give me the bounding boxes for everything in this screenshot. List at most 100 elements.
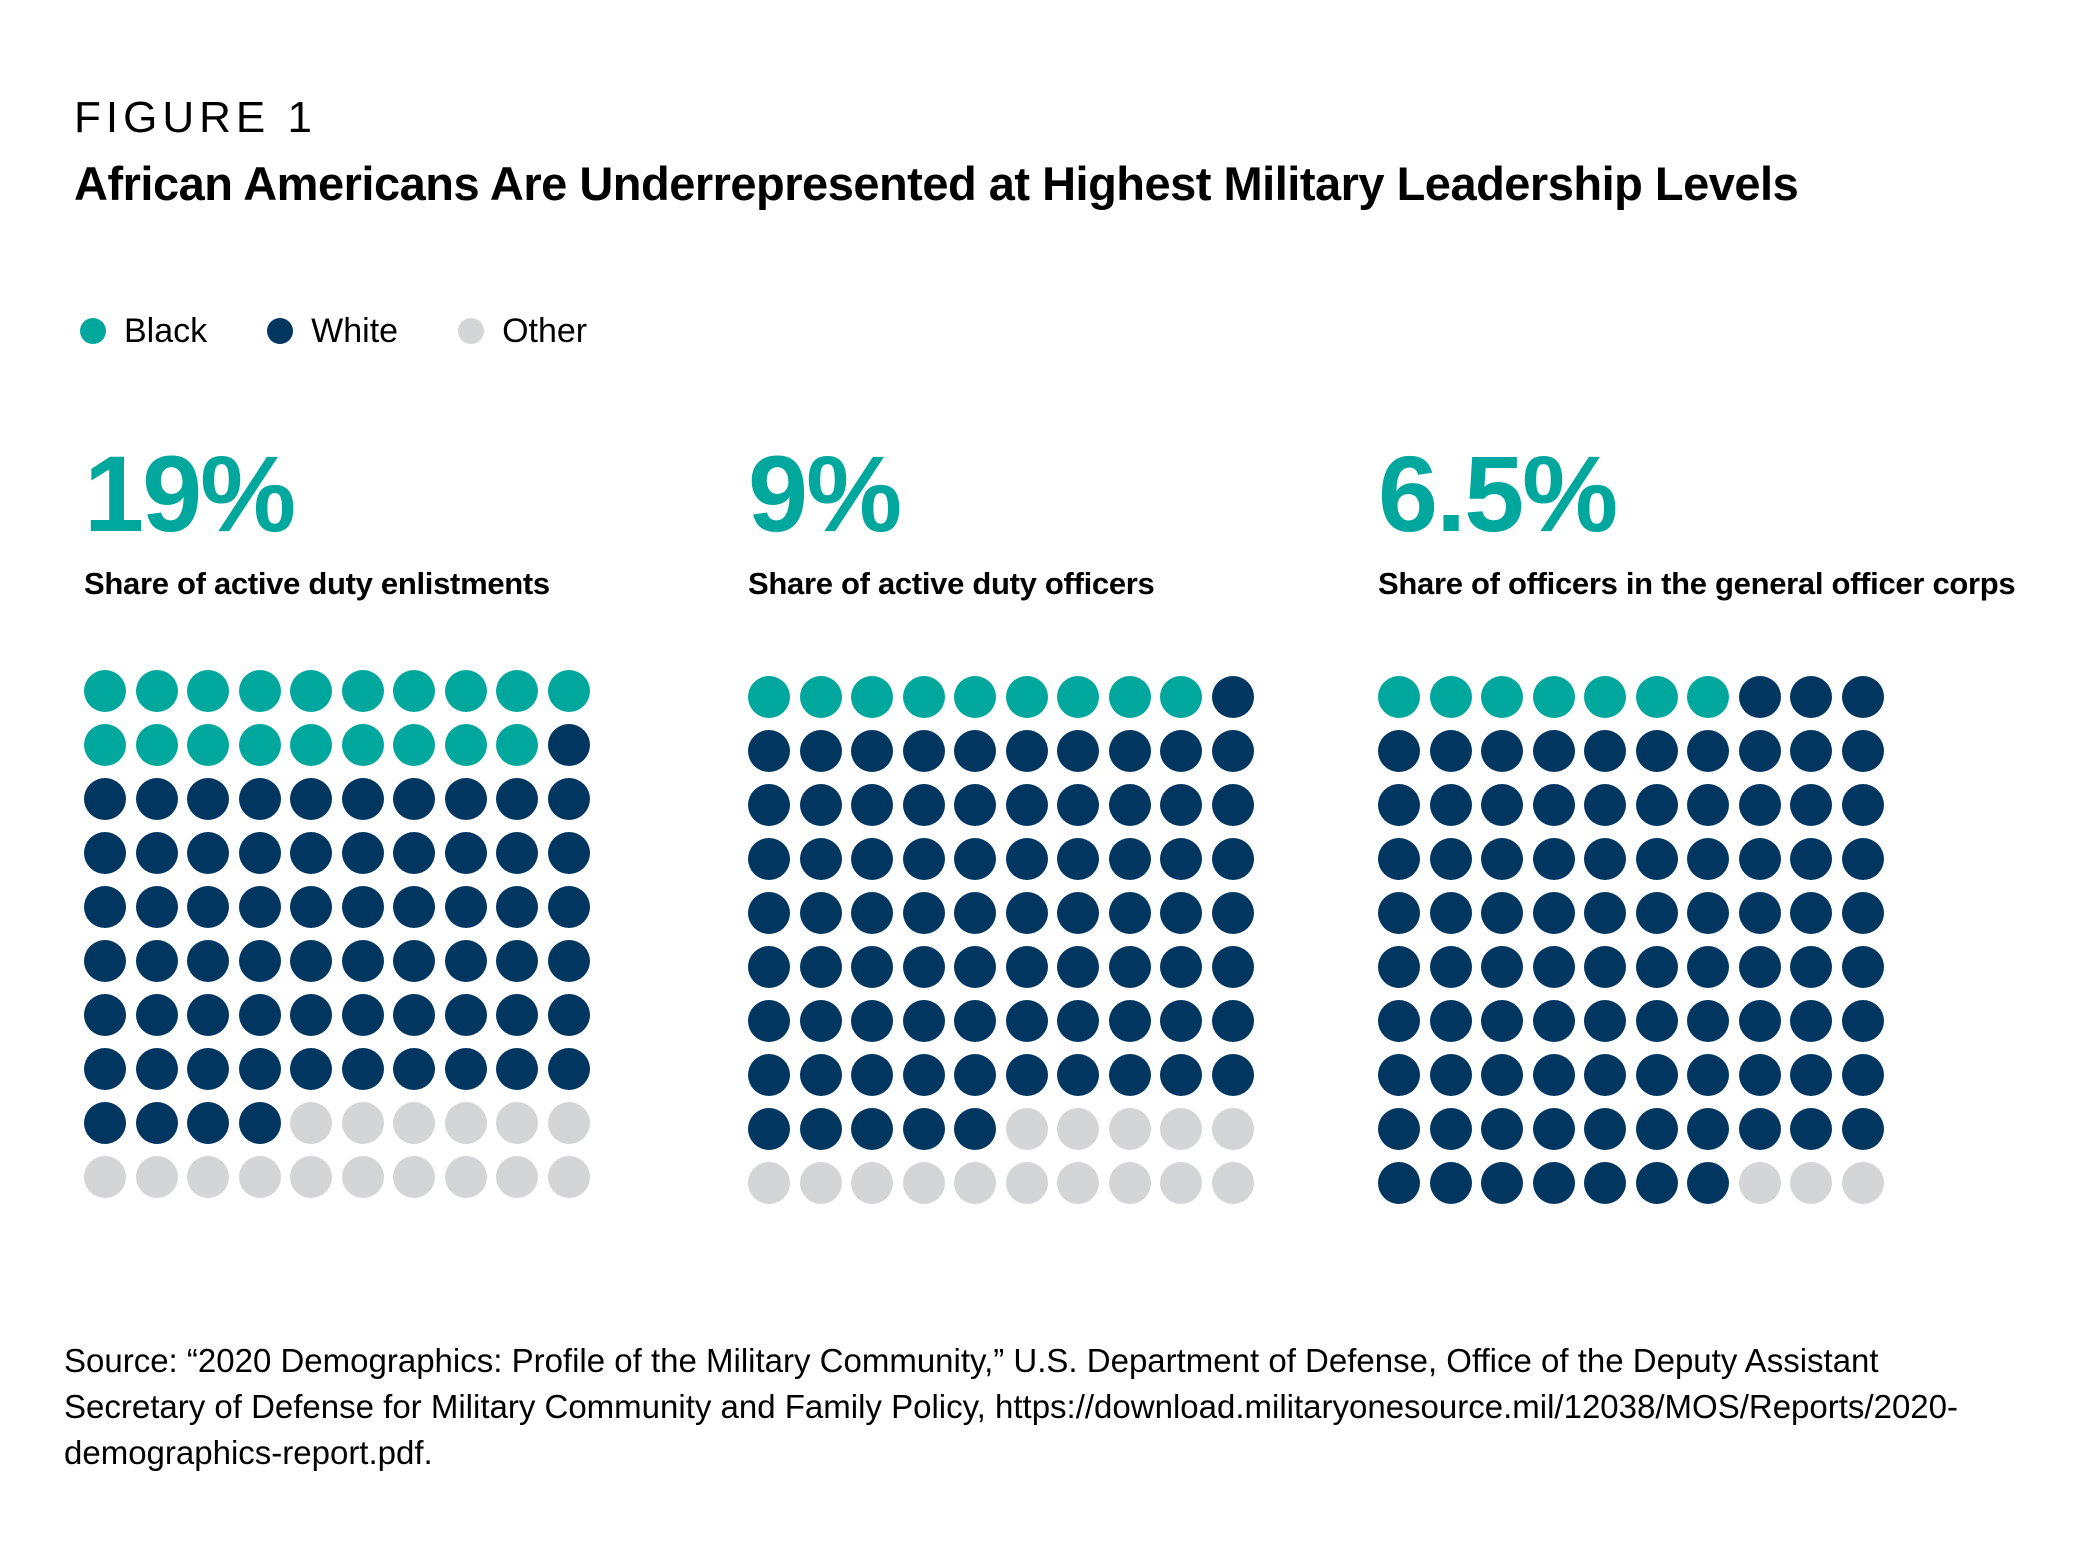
waffle-dot-white [1481, 838, 1523, 880]
waffle-dot-white [748, 946, 790, 988]
waffle-dot-white [135, 886, 178, 928]
waffle-dot-other [1160, 1162, 1202, 1204]
waffle-dot-white [393, 832, 435, 874]
waffle-dot-white [1738, 1054, 1781, 1096]
waffle-dot-black [187, 670, 229, 712]
waffle-dot-other [1108, 1108, 1151, 1150]
waffle-dot-white [1532, 1162, 1575, 1204]
legend-item-white: White [267, 314, 398, 348]
waffle-dot-white [799, 1054, 842, 1096]
waffle-dot-white [1584, 1000, 1626, 1042]
waffle-grid [748, 676, 1254, 1204]
waffle-dot-white [393, 1048, 435, 1090]
waffle-dot-black [902, 676, 945, 718]
waffle-dot-white [290, 778, 332, 820]
waffle-dot-black [1378, 676, 1420, 718]
waffle-dot-black [1687, 676, 1729, 718]
legend-label-white: White [311, 312, 399, 350]
waffle-dot-white [1057, 1000, 1099, 1042]
waffle-dot-white [799, 784, 842, 826]
waffle-dot-white [496, 778, 538, 820]
waffle-dot-black [496, 670, 538, 712]
waffle-dot-white [954, 892, 996, 934]
waffle-dot-white [1532, 1108, 1575, 1150]
waffle-dot-other [393, 1102, 435, 1144]
waffle-dot-white [1687, 892, 1729, 934]
waffle-dot-white [84, 778, 126, 820]
waffle-dot-other [290, 1156, 332, 1198]
waffle-dot-white [1211, 946, 1254, 988]
waffle-dot-white [1108, 892, 1151, 934]
waffle-dot-white [1378, 1162, 1420, 1204]
waffle-dot-white [547, 1048, 590, 1090]
waffle-dot-white [851, 946, 893, 988]
waffle-dot-white [1211, 1054, 1254, 1096]
panel-caption: Share of active duty enlistments [84, 566, 550, 601]
waffle-dot-white [1584, 892, 1626, 934]
waffle-dot-black [238, 724, 281, 766]
waffle-dot-other [393, 1156, 435, 1198]
waffle-dot-black [84, 724, 126, 766]
waffle-dot-white [1378, 1000, 1420, 1042]
waffle-dot-white [748, 784, 790, 826]
waffle-dot-white [1584, 1054, 1626, 1096]
waffle-dot-white [341, 940, 384, 982]
waffle-dot-white [902, 946, 945, 988]
waffle-dot-white [1057, 1054, 1099, 1096]
waffle-dot-white [135, 1048, 178, 1090]
waffle-dot-other [1790, 1162, 1832, 1204]
waffle-dot-other [135, 1156, 178, 1198]
waffle-dot-white [1481, 1000, 1523, 1042]
waffle-dot-white [1481, 1054, 1523, 1096]
waffle-dot-white [290, 832, 332, 874]
waffle-grid [84, 670, 590, 1198]
waffle-dot-white [1790, 946, 1832, 988]
waffle-dot-white [799, 730, 842, 772]
waffle-dot-white [1429, 946, 1472, 988]
waffle-dot-black [135, 670, 178, 712]
waffle-dot-white [799, 892, 842, 934]
waffle-dot-black [1532, 676, 1575, 718]
waffle-dot-white [1738, 838, 1781, 880]
waffle-dot-white [1160, 946, 1202, 988]
waffle-dot-white [444, 832, 487, 874]
waffle-dot-white [187, 886, 229, 928]
waffle-dot-other [748, 1162, 790, 1204]
waffle-dot-white [1584, 730, 1626, 772]
waffle-dot-black [799, 676, 842, 718]
waffle-dot-white [1005, 946, 1048, 988]
waffle-dot-white [799, 946, 842, 988]
waffle-dot-other [1108, 1162, 1151, 1204]
waffle-dot-white [902, 1054, 945, 1096]
waffle-dot-white [1429, 1108, 1472, 1150]
waffle-dot-white [954, 1054, 996, 1096]
waffle-dot-white [1378, 1054, 1420, 1096]
waffle-dot-white [496, 1048, 538, 1090]
waffle-dot-white [1532, 892, 1575, 934]
waffle-dot-other [496, 1102, 538, 1144]
waffle-dot-white [290, 994, 332, 1036]
waffle-dot-white [954, 1108, 996, 1150]
figure-title: African Americans Are Underrepresented a… [74, 157, 1799, 210]
waffle-dot-white [1841, 946, 1884, 988]
waffle-dot-other [1005, 1108, 1048, 1150]
waffle-dot-other [444, 1102, 487, 1144]
waffle-dot-black [748, 676, 790, 718]
waffle-dot-white [799, 1000, 842, 1042]
waffle-dot-white [547, 724, 590, 766]
waffle-dot-white [1738, 1000, 1781, 1042]
waffle-dot-black [1584, 676, 1626, 718]
waffle-dot-black [496, 724, 538, 766]
waffle-dot-white [1790, 1054, 1832, 1096]
waffle-dot-white [1378, 838, 1420, 880]
waffle-dot-white [547, 886, 590, 928]
waffle-dot-white [1481, 784, 1523, 826]
waffle-dot-white [1057, 784, 1099, 826]
waffle-dot-other [547, 1102, 590, 1144]
waffle-dot-white [1160, 892, 1202, 934]
waffle-dot-white [851, 730, 893, 772]
waffle-dot-white [1687, 1000, 1729, 1042]
waffle-dot-white [1841, 1108, 1884, 1150]
waffle-dot-white [1738, 892, 1781, 934]
waffle-dot-other [444, 1156, 487, 1198]
